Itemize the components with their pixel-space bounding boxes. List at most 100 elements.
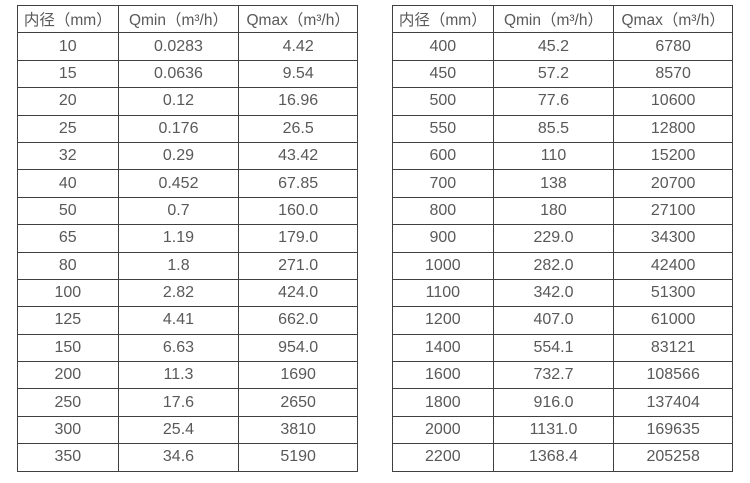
table-row: 550 85.5 12800 xyxy=(392,114,733,143)
table-cell: 0.0636 xyxy=(117,59,240,89)
table-cell: 179.0 xyxy=(238,224,358,253)
spec-table-right: 内径（mm） Qmin（m³/h） Qmax（m³/h） 400 45.2 6780… xyxy=(392,4,733,472)
column-header-qmax: Qmax（m³/h） xyxy=(238,4,358,34)
table-cell: 83121 xyxy=(613,333,733,363)
table-row: 1600 732.7 108566 xyxy=(392,361,733,390)
table-cell: 0.12 xyxy=(117,87,240,116)
table-cell: 26.5 xyxy=(238,114,358,143)
table-cell: 1000 xyxy=(392,251,494,280)
table-cell: 15200 xyxy=(613,141,733,171)
table-row: 1000 282.0 42400 xyxy=(392,251,733,280)
table-cell: 42400 xyxy=(613,251,733,280)
column-header-qmin: Qmin（m³/h） xyxy=(117,4,240,34)
table-row: 250 17.6 2650 xyxy=(17,388,358,417)
table-cell: 25.4 xyxy=(117,415,240,445)
table-row: 1100 342.0 51300 xyxy=(392,278,733,308)
table-cell: 6780 xyxy=(613,32,733,61)
table-cell: 1131.0 xyxy=(492,415,615,445)
column-header-diameter: 内径（mm） xyxy=(392,4,494,34)
table-row: 600 110 15200 xyxy=(392,141,733,171)
table-cell: 0.0283 xyxy=(117,32,240,61)
table-cell: 800 xyxy=(392,196,494,226)
table-cell: 77.6 xyxy=(492,87,615,116)
table-row: 2200 1368.4 205258 xyxy=(392,443,733,472)
table-cell: 0.7 xyxy=(117,196,240,226)
table-row: 20 0.12 16.96 xyxy=(17,87,358,116)
table-row: 200 11.3 1690 xyxy=(17,361,358,390)
table-row: 1800 916.0 137404 xyxy=(392,388,733,417)
table-cell: 400 xyxy=(392,32,494,61)
header-row: 内径（mm） Qmin（m³/h） Qmax（m³/h） xyxy=(17,4,358,34)
table-cell: 1690 xyxy=(238,361,358,390)
table-cell: 250 xyxy=(17,388,119,417)
table-cell: 12800 xyxy=(613,114,733,143)
table-cell: 1600 xyxy=(392,361,494,390)
header-row: 内径（mm） Qmin（m³/h） Qmax（m³/h） xyxy=(392,4,733,34)
table-cell: 160.0 xyxy=(238,196,358,226)
table-body: 400 45.2 6780 450 57.2 8570 500 77.6 10600 550 85.… xyxy=(392,32,733,472)
table-cell: 1200 xyxy=(392,306,494,335)
table-row: 2000 1131.0 169635 xyxy=(392,415,733,445)
table-cell: 137404 xyxy=(613,388,733,417)
table-cell: 4.41 xyxy=(117,306,240,335)
column-header-qmin: Qmin（m³/h） xyxy=(492,4,615,34)
column-header-diameter: 内径（mm） xyxy=(17,4,119,34)
table-cell: 34.6 xyxy=(117,443,240,472)
table-row: 50 0.7 160.0 xyxy=(17,196,358,226)
table-cell: 1.8 xyxy=(117,251,240,280)
table-cell: 916.0 xyxy=(492,388,615,417)
table-row: 25 0.176 26.5 xyxy=(17,114,358,143)
table-cell: 2000 xyxy=(392,415,494,445)
table-cell: 9.54 xyxy=(238,59,358,89)
table-cell: 10 xyxy=(17,32,119,61)
table-cell: 550 xyxy=(392,114,494,143)
table-cell: 150 xyxy=(17,333,119,363)
table-cell: 32 xyxy=(17,141,119,171)
table-row: 300 25.4 3810 xyxy=(17,415,358,445)
table-cell: 8570 xyxy=(613,59,733,89)
table-cell: 1100 xyxy=(392,278,494,308)
table-cell: 108566 xyxy=(613,361,733,390)
table-cell: 4.42 xyxy=(238,32,358,61)
table-cell: 80 xyxy=(17,251,119,280)
table-row: 1200 407.0 61000 xyxy=(392,306,733,335)
table-cell: 11.3 xyxy=(117,361,240,390)
table-cell: 40 xyxy=(17,169,119,198)
table-row: 1400 554.1 83121 xyxy=(392,333,733,363)
table-cell: 1400 xyxy=(392,333,494,363)
table-row: 65 1.19 179.0 xyxy=(17,224,358,253)
table-row: 150 6.63 954.0 xyxy=(17,333,358,363)
table-cell: 500 xyxy=(392,87,494,116)
table-row: 10 0.0283 4.42 xyxy=(17,32,358,61)
spec-table-left: 内径（mm） Qmin（m³/h） Qmax（m³/h） 10 0.0283 4.4… xyxy=(17,4,358,472)
table-row: 400 45.2 6780 xyxy=(392,32,733,61)
table-cell: 34300 xyxy=(613,224,733,253)
table-cell: 180 xyxy=(492,196,615,226)
table-cell: 0.452 xyxy=(117,169,240,198)
table-cell: 10600 xyxy=(613,87,733,116)
table-cell: 0.29 xyxy=(117,141,240,171)
table-cell: 6.63 xyxy=(117,333,240,363)
table-row: 700 138 20700 xyxy=(392,169,733,198)
table-cell: 450 xyxy=(392,59,494,89)
table-row: 900 229.0 34300 xyxy=(392,224,733,253)
table-cell: 205258 xyxy=(613,443,733,472)
table-cell: 732.7 xyxy=(492,361,615,390)
table-cell: 300 xyxy=(17,415,119,445)
table-cell: 67.85 xyxy=(238,169,358,198)
table-cell: 954.0 xyxy=(238,333,358,363)
table-row: 125 4.41 662.0 xyxy=(17,306,358,335)
table-cell: 1800 xyxy=(392,388,494,417)
table-cell: 2.82 xyxy=(117,278,240,308)
table-cell: 57.2 xyxy=(492,59,615,89)
table-cell: 282.0 xyxy=(492,251,615,280)
table-row: 80 1.8 271.0 xyxy=(17,251,358,280)
table-cell: 1.19 xyxy=(117,224,240,253)
table-cell: 3810 xyxy=(238,415,358,445)
table-cell: 342.0 xyxy=(492,278,615,308)
table-cell: 169635 xyxy=(613,415,733,445)
table-cell: 17.6 xyxy=(117,388,240,417)
table-row: 500 77.6 10600 xyxy=(392,87,733,116)
table-cell: 2200 xyxy=(392,443,494,472)
table-cell: 2650 xyxy=(238,388,358,417)
